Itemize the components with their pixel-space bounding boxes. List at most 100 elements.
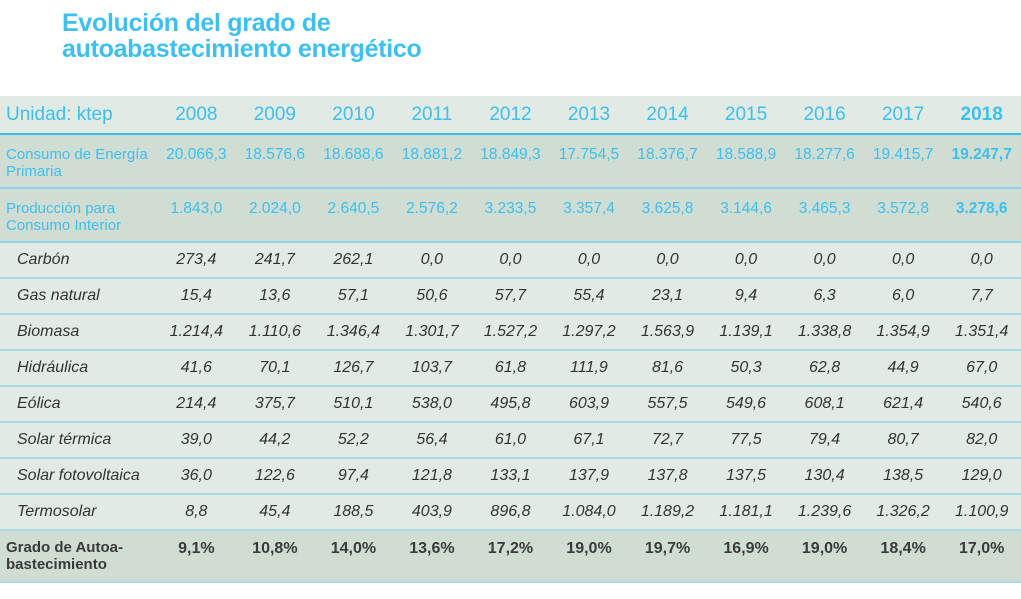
cell-value: 52,2 <box>337 431 369 448</box>
cell-value: 18.881,2 <box>401 146 463 163</box>
year-header: 2017 <box>881 103 925 125</box>
cell-value: 13,6% <box>409 540 455 557</box>
cell-value: 3.625,8 <box>641 200 694 217</box>
cell-value: 2.640,5 <box>327 200 380 217</box>
cell-value: 18.277,6 <box>794 146 855 163</box>
cell-value: 1.527,2 <box>483 323 538 340</box>
cell-value: 896,8 <box>490 503 531 520</box>
cell-value: 81,6 <box>651 359 684 376</box>
cell-value: 61,8 <box>494 359 527 376</box>
cell-value: 72,7 <box>651 431 684 448</box>
cell-value: 9,4 <box>734 287 758 304</box>
cell-value: 273,4 <box>176 251 217 268</box>
year-header: 2011 <box>411 103 453 125</box>
title-line-1: Evolución del grado de <box>62 9 331 37</box>
cell-value: 130,4 <box>804 467 845 484</box>
cell-value: 50,3 <box>730 359 762 376</box>
cell-value: 1.214,4 <box>169 323 224 340</box>
cell-value: 15,4 <box>180 287 212 304</box>
cell-value: 103,7 <box>411 359 452 376</box>
cell-value: 19.247,7 <box>951 146 1012 163</box>
cell-value: 13,6 <box>259 287 291 304</box>
cell-value: 0,0 <box>813 251 836 268</box>
cell-value: 495,8 <box>490 395 531 412</box>
cell-value: 8,8 <box>185 503 208 520</box>
header-row: Unidad: ktep 2008 2009 2010 2011 2012 20… <box>0 96 1021 134</box>
cell-value: 0,0 <box>970 251 993 268</box>
page-title: Evolución del grado de autoabastecimient… <box>62 9 422 63</box>
cell-value: 67,1 <box>573 431 605 448</box>
cell-value: 2.576,2 <box>406 200 458 217</box>
year-header: 2010 <box>332 103 375 125</box>
cell-value: 0,0 <box>656 251 679 268</box>
cell-value: 403,9 <box>411 503 452 520</box>
row-label: Producción para Consumo Interior <box>6 200 122 234</box>
cell-value: 44,2 <box>259 431 291 448</box>
cell-value: 138,5 <box>883 467 924 484</box>
source-row: Solar fotovoltaica 36,0 122,6 97,4 121,8 133,… <box>0 458 1021 494</box>
cell-value: 0,0 <box>891 251 915 268</box>
cell-value: 36,0 <box>180 467 212 484</box>
row-label: Consumo de Energía Primaria <box>6 146 148 180</box>
cell-value: 3.233,5 <box>484 200 537 217</box>
cell-value: 1.843,0 <box>170 200 223 217</box>
cell-value: 17,2% <box>487 540 534 557</box>
cell-value: 1.326,2 <box>876 503 930 520</box>
cell-value: 1.338,8 <box>797 323 852 340</box>
row-label: Eólica <box>17 395 61 412</box>
cell-value: 126,7 <box>333 359 374 376</box>
cell-value: 122,6 <box>254 467 295 484</box>
cell-value: 608,1 <box>804 395 845 412</box>
cell-value: 1.239,6 <box>797 503 852 520</box>
cell-value: 14,0% <box>330 540 377 557</box>
source-row: Biomasa 1.214,4 1.110,6 1.346,4 1.301,7 1.527… <box>0 314 1021 350</box>
title-line-2: autoabastecimiento energético <box>62 35 422 63</box>
cell-value: 82,0 <box>966 431 998 448</box>
cell-value: 79,4 <box>809 431 841 448</box>
cell-value: 57,1 <box>337 287 369 304</box>
primary-energy-row: Consumo de Energía Primaria 20.066,3 18.57… <box>0 134 1021 188</box>
cell-value: 6,3 <box>813 287 836 304</box>
cell-value: 0,0 <box>734 251 758 268</box>
cell-value: 17,0% <box>959 540 1005 557</box>
cell-value: 557,5 <box>647 395 688 412</box>
cell-value: 77,5 <box>730 431 762 448</box>
cell-value: 1.181,1 <box>719 503 773 520</box>
cell-value: 549,6 <box>726 395 767 412</box>
cell-value: 603,9 <box>568 395 609 412</box>
cell-value: 9,1% <box>178 540 215 557</box>
cell-value: 1.346,4 <box>326 323 381 340</box>
cell-value: 67,0 <box>966 359 998 376</box>
row-label: Hidráulica <box>17 359 89 376</box>
cell-value: 18,4% <box>880 540 926 557</box>
year-header: 2013 <box>567 103 611 125</box>
cell-value: 70,1 <box>259 359 291 376</box>
cell-value: 61,0 <box>494 431 527 448</box>
source-row: Solar térmica 39,0 44,2 52,2 56,4 61,0 67,1 72,… <box>0 422 1021 458</box>
year-header: 2018 <box>960 103 1003 125</box>
cell-value: 133,1 <box>490 467 531 484</box>
cell-value: 621,4 <box>883 395 924 412</box>
cell-value: 111,9 <box>570 359 608 376</box>
cell-value: 1.084,0 <box>562 503 616 520</box>
cell-value: 39,0 <box>180 431 212 448</box>
cell-value: 3.278,6 <box>955 200 1008 217</box>
source-row: Eólica 214,4 375,7 510,1 538,0 495,8 603,9 557,… <box>0 386 1021 422</box>
cell-value: 2.024,0 <box>249 200 301 217</box>
cell-value: 45,4 <box>259 503 291 520</box>
cell-value: 262,1 <box>333 251 374 268</box>
cell-value: 17.754,5 <box>558 146 620 163</box>
row-label: Grado de Autoa- bastecimiento <box>6 539 123 573</box>
cell-value: 129,0 <box>961 467 1002 484</box>
source-row: Hidráulica 41,6 70,1 126,7 103,7 61,8 111,9 81,… <box>0 350 1021 386</box>
cell-value: 241,7 <box>254 251 295 268</box>
cell-value: 1.351,4 <box>954 323 1009 340</box>
source-row: Gas natural 15,4 13,6 57,1 50,6 57,7 55,4 23,1 9… <box>0 278 1021 314</box>
cell-value: 0,0 <box>577 251 601 268</box>
cell-value: 1.563,9 <box>640 323 695 340</box>
interior-production-row: Producción para Consumo Interior 1.843,0 2… <box>0 188 1021 242</box>
cell-value: 18.849,3 <box>480 146 541 163</box>
cell-value: 55,4 <box>573 287 605 304</box>
row-label: Biomasa <box>17 323 80 340</box>
year-header: 2012 <box>489 103 532 125</box>
